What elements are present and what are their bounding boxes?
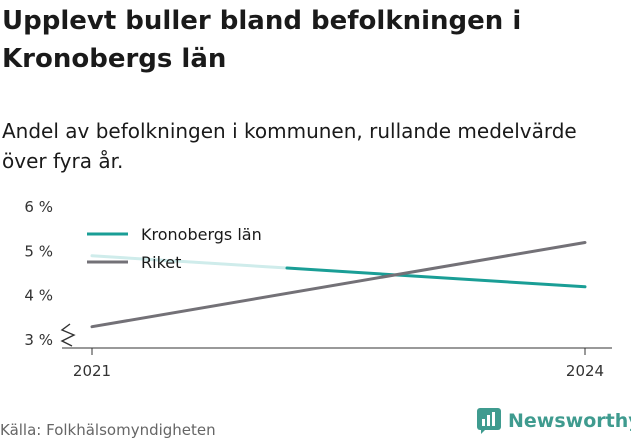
x-tick-label: 2024	[566, 362, 604, 380]
legend: Kronobergs län Riket	[87, 225, 262, 272]
series-line-kronobergs	[285, 266, 587, 289]
legend-label: Kronobergs län	[141, 225, 262, 244]
y-axis-ticks: 3 % 4 % 5 % 6 %	[24, 198, 53, 349]
y-tick-label: 5 %	[24, 242, 53, 260]
y-tick-label: 4 %	[24, 287, 53, 305]
x-axis	[60, 323, 612, 349]
series-line-riket	[90, 240, 587, 329]
line-chart: 3 % 4 % 5 % 6 % 2021 2024 Kronobergs län Rike…	[24, 198, 612, 380]
source-note: Källa: Folkhälsomyndigheten	[0, 421, 216, 439]
brand-name: Newsworthy	[508, 410, 631, 432]
series-lines	[90, 240, 587, 329]
series-line-kronobergs-faded	[90, 254, 289, 270]
brand: Newsworthy	[476, 407, 631, 435]
axis-break-icon	[60, 323, 76, 347]
y-tick-label: 3 %	[24, 331, 53, 349]
chart-title: Upplevt buller bland befolkningen i Kron…	[2, 6, 522, 74]
legend-label: Riket	[141, 253, 181, 272]
x-tick-label: 2021	[73, 362, 111, 380]
y-tick-label: 6 %	[24, 198, 53, 216]
newsworthy-logo-icon	[477, 408, 501, 434]
chart-subtitle: Andel av befolkningen i kommunen, rullan…	[2, 119, 577, 173]
x-axis-ticks: 2021 2024	[73, 348, 604, 380]
